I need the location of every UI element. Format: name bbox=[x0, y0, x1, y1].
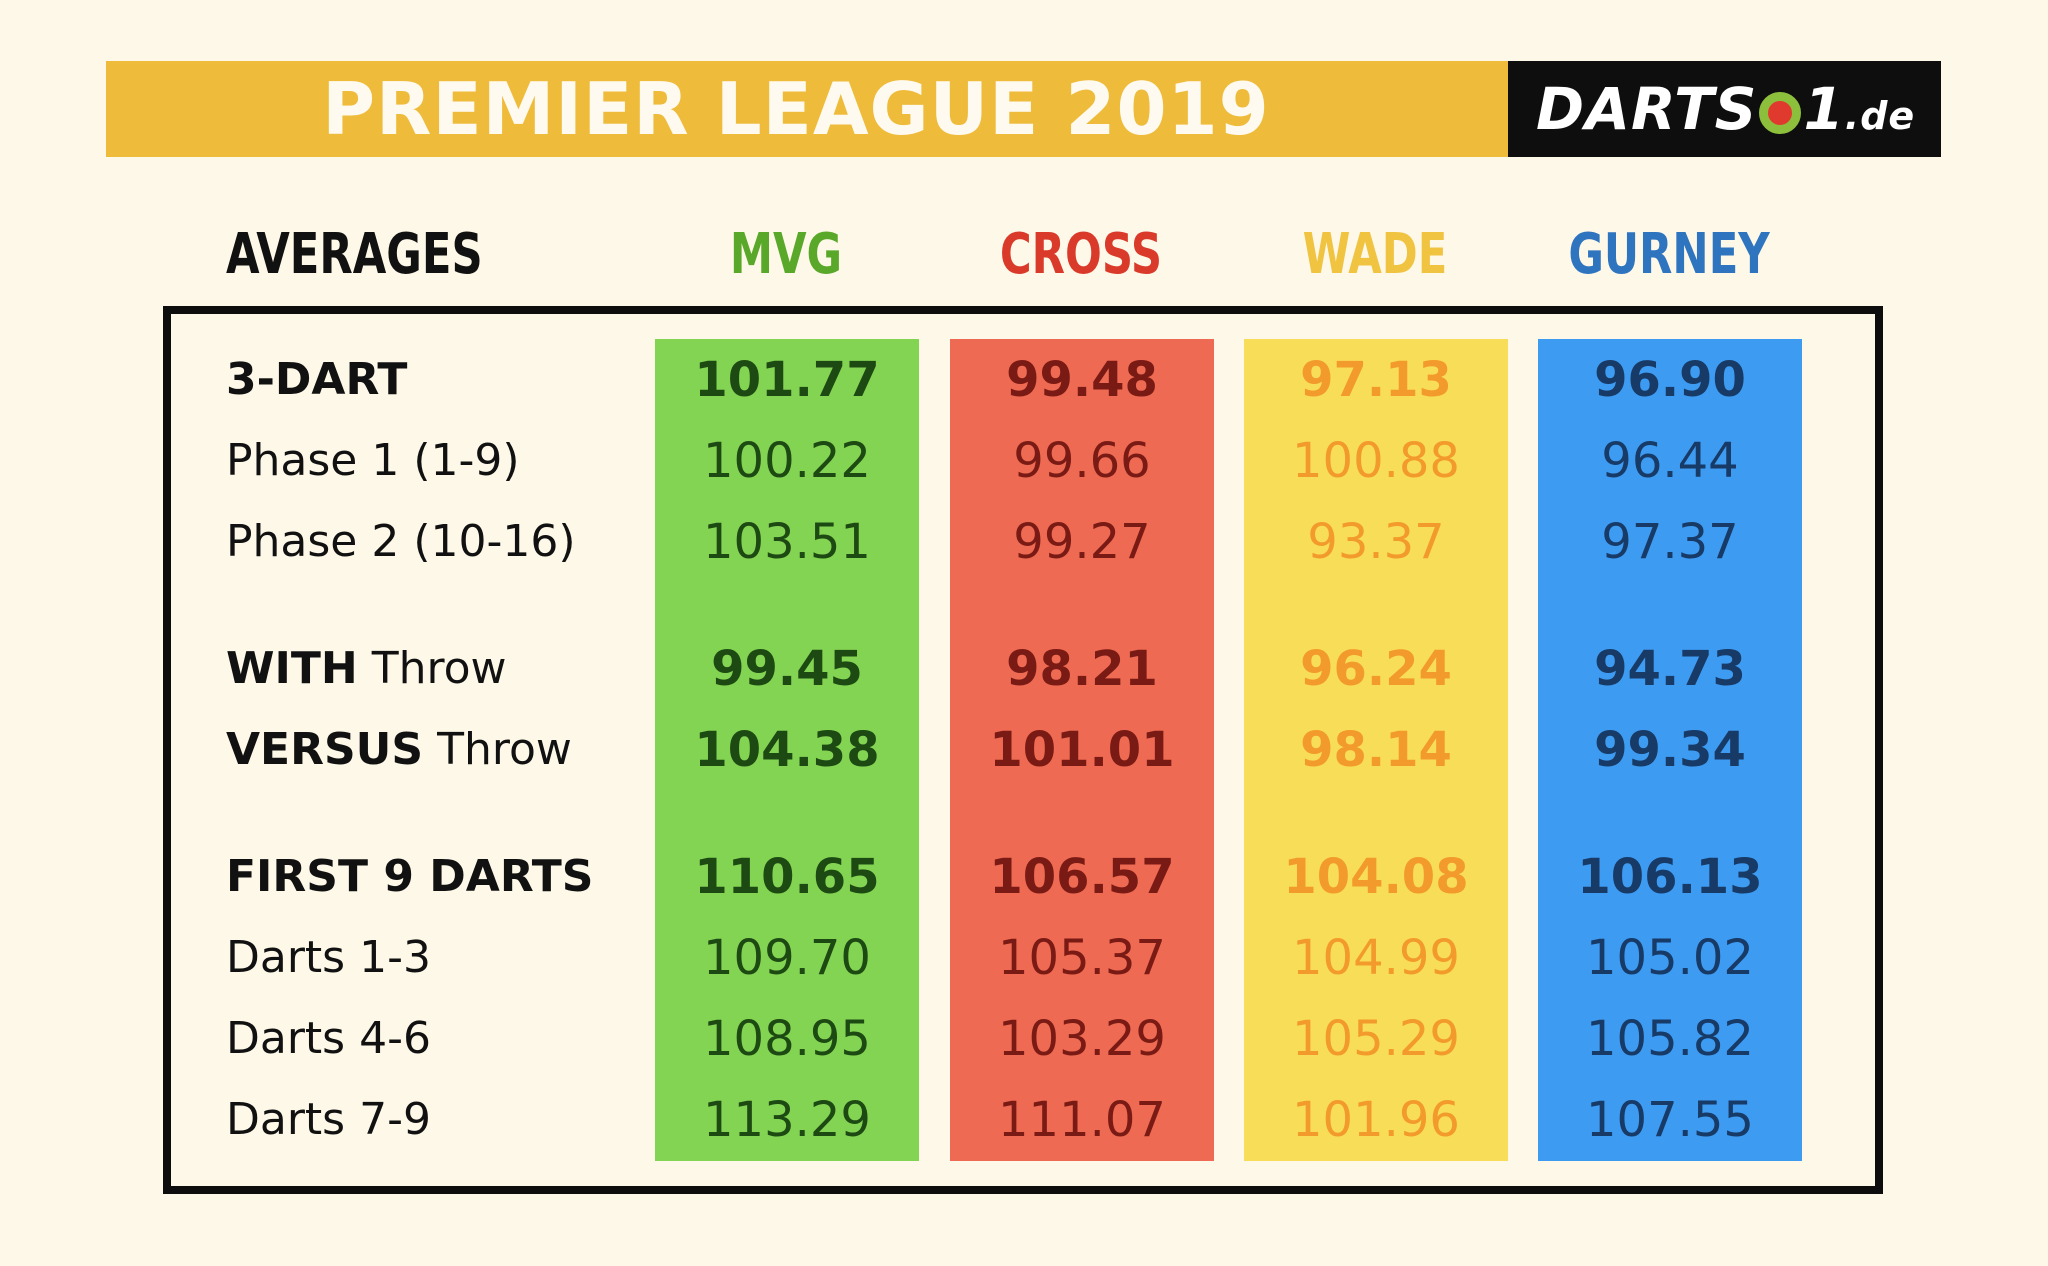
row-label-text: Throw bbox=[357, 643, 507, 694]
row-label: Phase 2 (10-16) bbox=[226, 512, 576, 572]
value-cell-mvg: 108.95 bbox=[703, 1011, 871, 1067]
value-cell-mvg: 110.65 bbox=[694, 849, 880, 905]
value-cell-gurney: 105.02 bbox=[1586, 930, 1754, 986]
row-label: 3-DART bbox=[226, 350, 407, 410]
row-label-bold: 3-DART bbox=[226, 354, 408, 405]
value-cell-wade: 93.37 bbox=[1307, 514, 1445, 570]
value-cell-cross: 105.37 bbox=[998, 930, 1166, 986]
value-cell-wade: 104.08 bbox=[1283, 849, 1469, 905]
row-label-text: Darts 4-6 bbox=[226, 1013, 431, 1064]
value-cell-mvg: 109.70 bbox=[703, 930, 871, 986]
value-cell-wade: 96.24 bbox=[1300, 641, 1452, 697]
value-cell-wade: 104.99 bbox=[1292, 930, 1460, 986]
value-cell-wade: 97.13 bbox=[1300, 352, 1452, 408]
row-label-bold: VERSUS bbox=[226, 724, 424, 775]
value-cell-cross: 98.21 bbox=[1006, 641, 1158, 697]
value-cell-cross: 103.29 bbox=[998, 1011, 1166, 1067]
page-title: PREMIER LEAGUE 2019 bbox=[322, 67, 1270, 151]
logo-text-suffix: .de bbox=[1844, 94, 1916, 138]
value-cell-gurney: 97.37 bbox=[1601, 514, 1739, 570]
value-cell-gurney: 105.82 bbox=[1586, 1011, 1754, 1067]
row-label: Darts 4-6 bbox=[226, 1009, 431, 1069]
player-header-cross: CROSS bbox=[999, 222, 1163, 287]
value-cell-mvg: 103.51 bbox=[703, 514, 871, 570]
value-cell-gurney: 106.13 bbox=[1577, 849, 1763, 905]
value-cell-mvg: 101.77 bbox=[694, 352, 880, 408]
value-cell-wade: 98.14 bbox=[1300, 722, 1452, 778]
value-cell-mvg: 100.22 bbox=[703, 433, 871, 489]
value-cell-gurney: 94.73 bbox=[1594, 641, 1746, 697]
value-cell-cross: 99.48 bbox=[1006, 352, 1158, 408]
logo-text-main: DARTS bbox=[1536, 75, 1758, 143]
value-cell-gurney: 107.55 bbox=[1586, 1092, 1754, 1148]
row-label: WITH Throw bbox=[226, 639, 507, 699]
logo-wordmark: DARTS 1.de bbox=[1536, 61, 1915, 157]
dartboard-icon bbox=[1759, 92, 1802, 134]
value-cell-cross: 106.57 bbox=[989, 849, 1175, 905]
logo-text-num: 1 bbox=[1803, 75, 1845, 143]
row-label-bold: FIRST 9 DARTS bbox=[226, 851, 594, 902]
value-cell-cross: 111.07 bbox=[998, 1092, 1166, 1148]
title-banner: PREMIER LEAGUE 2019 bbox=[106, 61, 1508, 157]
player-header-mvg: MVG bbox=[729, 222, 843, 287]
value-cell-cross: 99.27 bbox=[1013, 514, 1151, 570]
brand-logo: DARTS 1.de bbox=[1508, 61, 1941, 157]
value-cell-wade: 101.96 bbox=[1292, 1092, 1460, 1148]
row-label: Phase 1 (1-9) bbox=[226, 431, 520, 491]
value-cell-wade: 100.88 bbox=[1292, 433, 1460, 489]
row-label-text: Phase 1 (1-9) bbox=[226, 435, 520, 486]
value-cell-wade: 105.29 bbox=[1292, 1011, 1460, 1067]
row-label: VERSUS Throw bbox=[226, 720, 572, 780]
row-label-text: Darts 1-3 bbox=[226, 932, 431, 983]
row-label-text: Throw bbox=[423, 724, 572, 775]
row-label: FIRST 9 DARTS bbox=[226, 847, 593, 907]
value-cell-mvg: 104.38 bbox=[694, 722, 880, 778]
column-bg-wade bbox=[1244, 339, 1508, 1161]
value-cell-mvg: 113.29 bbox=[703, 1092, 871, 1148]
value-cell-mvg: 99.45 bbox=[711, 641, 863, 697]
player-header-gurney: GURNEY bbox=[1568, 222, 1770, 287]
column-bg-mvg bbox=[655, 339, 919, 1161]
column-bg-cross bbox=[950, 339, 1214, 1161]
value-cell-gurney: 96.44 bbox=[1601, 433, 1739, 489]
value-cell-cross: 99.66 bbox=[1013, 433, 1151, 489]
column-bg-gurney bbox=[1538, 339, 1802, 1161]
value-cell-cross: 101.01 bbox=[989, 722, 1175, 778]
row-label-text: Darts 7-9 bbox=[226, 1094, 431, 1145]
averages-header: AVERAGES bbox=[226, 222, 483, 287]
row-label-bold: WITH bbox=[226, 643, 358, 694]
player-header-wade: WADE bbox=[1302, 222, 1448, 287]
row-label: Darts 7-9 bbox=[226, 1090, 431, 1150]
value-cell-gurney: 99.34 bbox=[1594, 722, 1746, 778]
value-cell-gurney: 96.90 bbox=[1594, 352, 1746, 408]
row-label: Darts 1-3 bbox=[226, 928, 431, 988]
row-label-text: Phase 2 (10-16) bbox=[226, 516, 576, 567]
